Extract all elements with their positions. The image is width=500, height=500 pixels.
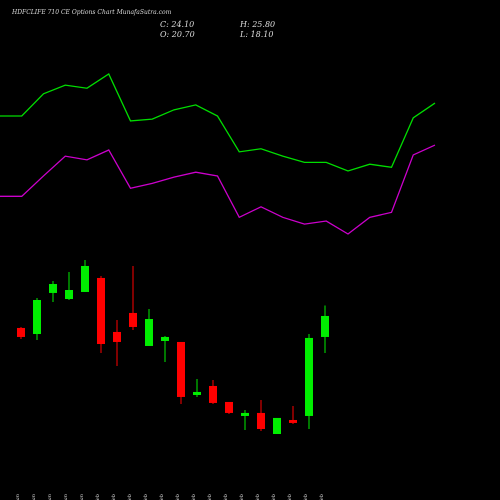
- candle-body: [161, 336, 169, 341]
- candle-body: [289, 419, 297, 423]
- candle-body: [49, 284, 57, 293]
- x-tick-label: 30 Jan: [79, 494, 85, 500]
- candle-body: [81, 265, 89, 292]
- candle-body: [257, 412, 265, 430]
- x-tick-label: 05 Feb: [159, 494, 165, 500]
- x-tick-label: 01 Feb: [95, 494, 101, 500]
- x-tick-label: 14 Feb: [271, 494, 277, 500]
- x-tick-label: 04 Feb: [143, 494, 149, 500]
- candle-body: [193, 391, 201, 395]
- ohlc-label: H: 25.80: [239, 20, 275, 29]
- candle-body: [209, 385, 217, 403]
- x-tick-label: 28 Jan: [47, 494, 53, 500]
- candle-body: [321, 315, 329, 337]
- ohlc-label: C: 24.10: [160, 20, 194, 29]
- line-series: [0, 144, 436, 235]
- x-tick-label: 03 Feb: [127, 494, 133, 500]
- candle-body: [145, 319, 153, 346]
- candle-body: [17, 327, 25, 337]
- x-tick-label: 29 Jan: [63, 494, 69, 500]
- ohlc-label: O: 20.70: [160, 30, 195, 39]
- candle-body: [305, 337, 313, 416]
- x-tick-label: 06 Feb: [175, 494, 181, 500]
- candle-body: [33, 299, 41, 335]
- candle-body: [113, 331, 121, 342]
- candle-body: [177, 341, 185, 397]
- x-tick-label: 19 Feb: [319, 494, 325, 500]
- candle-body: [225, 401, 233, 413]
- x-tick-label: 10 Feb: [207, 494, 213, 500]
- candle-body: [65, 289, 73, 300]
- candle-body: [241, 412, 249, 416]
- x-tick-label: 13 Feb: [255, 494, 261, 500]
- x-tick-label: 17 Feb: [287, 494, 293, 500]
- x-tick-label: 07 Feb: [191, 494, 197, 500]
- ohlc-label: L: 18.10: [239, 30, 273, 39]
- x-tick-label: 12 Feb: [239, 494, 245, 500]
- x-tick-label: 27 Jan: [31, 494, 37, 500]
- x-tick-label: 11 Feb: [223, 494, 229, 500]
- candle-body: [129, 312, 137, 327]
- candle-body: [273, 417, 281, 434]
- x-tick-label: 02 Feb: [111, 494, 117, 500]
- chart-title: HDFCLIFE 710 CE Options Chart MunafaSutr…: [11, 9, 172, 16]
- line-series: [0, 73, 436, 172]
- x-tick-label: 18 Feb: [303, 494, 309, 500]
- candle-body: [97, 277, 105, 345]
- x-tick-label: 23 Jan: [15, 494, 21, 500]
